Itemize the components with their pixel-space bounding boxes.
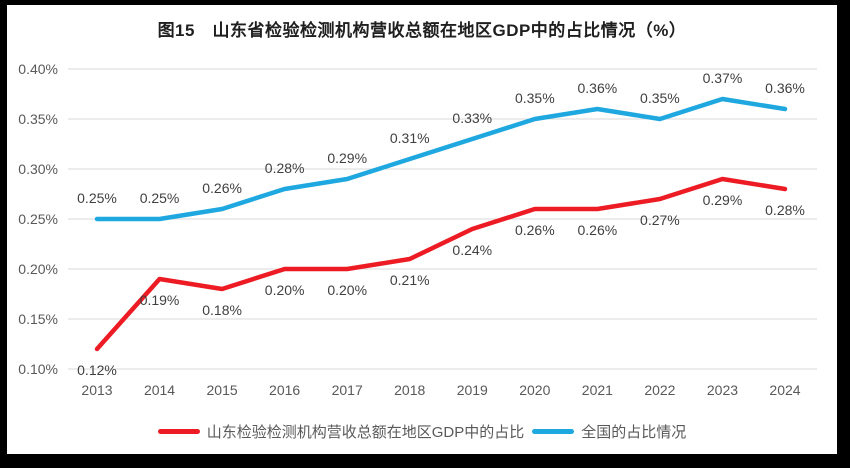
legend-line-swatch	[532, 429, 575, 434]
data-label: 0.27%	[640, 212, 680, 228]
data-label: 0.31%	[390, 130, 430, 146]
data-label: 0.28%	[765, 202, 805, 218]
data-label: 0.35%	[515, 90, 555, 106]
data-label: 0.36%	[578, 80, 618, 96]
data-label: 0.26%	[202, 180, 242, 196]
data-label: 0.29%	[327, 150, 367, 166]
x-tick-label: 2016	[269, 382, 300, 398]
x-tick-label: 2017	[332, 382, 363, 398]
x-tick-label: 2023	[707, 382, 738, 398]
y-tick-label: 0.10%	[18, 361, 58, 377]
series-line	[94, 176, 788, 352]
data-label: 0.26%	[578, 222, 618, 238]
data-label: 0.26%	[515, 222, 555, 238]
line-chart: 0.10% 0.15% 0.20% 0.25% 0.30% 0.35% 0.40% 2013 2…	[18, 61, 817, 398]
data-label: 0.12%	[77, 362, 117, 378]
legend-label: 全国的占比情况	[581, 424, 687, 441]
y-tick-label: 0.30%	[18, 161, 58, 177]
data-label: 0.21%	[390, 272, 430, 288]
y-tick-label: 0.20%	[18, 261, 58, 277]
y-tick-label: 0.15%	[18, 311, 58, 327]
x-tick-label: 2024	[769, 382, 800, 398]
chart-canvas: 图15 山东省检验检测机构营收总额在地区GDP中的占比情况（%） 0.10% 0.…	[7, 5, 837, 454]
chart-legend: 山东检验检测机构营收总额在地区GDP中的占比 全国的占比情况	[7, 421, 837, 442]
data-label: 0.18%	[202, 302, 242, 318]
legend-line-swatch	[157, 429, 200, 434]
data-label: 0.33%	[452, 110, 492, 126]
data-label: 0.29%	[703, 192, 743, 208]
x-tick-label: 2014	[144, 382, 175, 398]
data-label: 0.25%	[77, 190, 117, 206]
y-tick-label: 0.35%	[18, 111, 58, 127]
data-label: 0.36%	[765, 80, 805, 96]
data-label: 0.20%	[327, 282, 367, 298]
data-label: 0.37%	[703, 70, 743, 86]
legend-item: 全国的占比情况	[532, 421, 686, 442]
x-tick-label: 2022	[644, 382, 675, 398]
x-tick-label: 2013	[81, 382, 112, 398]
data-label: 0.28%	[265, 160, 305, 176]
data-label: 0.24%	[452, 242, 492, 258]
series-line	[94, 96, 788, 222]
data-label: 0.19%	[140, 292, 180, 308]
x-tick-label: 2021	[582, 382, 613, 398]
x-tick-label: 2019	[457, 382, 488, 398]
x-tick-label: 2018	[394, 382, 425, 398]
y-tick-label: 0.40%	[18, 61, 58, 77]
legend-label: 山东检验检测机构营收总额在地区GDP中的占比	[206, 424, 525, 441]
x-tick-label: 2015	[207, 382, 238, 398]
legend-item: 山东检验检测机构营收总额在地区GDP中的占比	[157, 421, 525, 442]
data-label: 0.25%	[140, 190, 180, 206]
data-label: 0.35%	[640, 90, 680, 106]
x-tick-label: 2020	[519, 382, 550, 398]
data-label: 0.20%	[265, 282, 305, 298]
y-tick-label: 0.25%	[18, 211, 58, 227]
chart-title: 图15 山东省检验检测机构营收总额在地区GDP中的占比情况（%）	[157, 21, 687, 40]
